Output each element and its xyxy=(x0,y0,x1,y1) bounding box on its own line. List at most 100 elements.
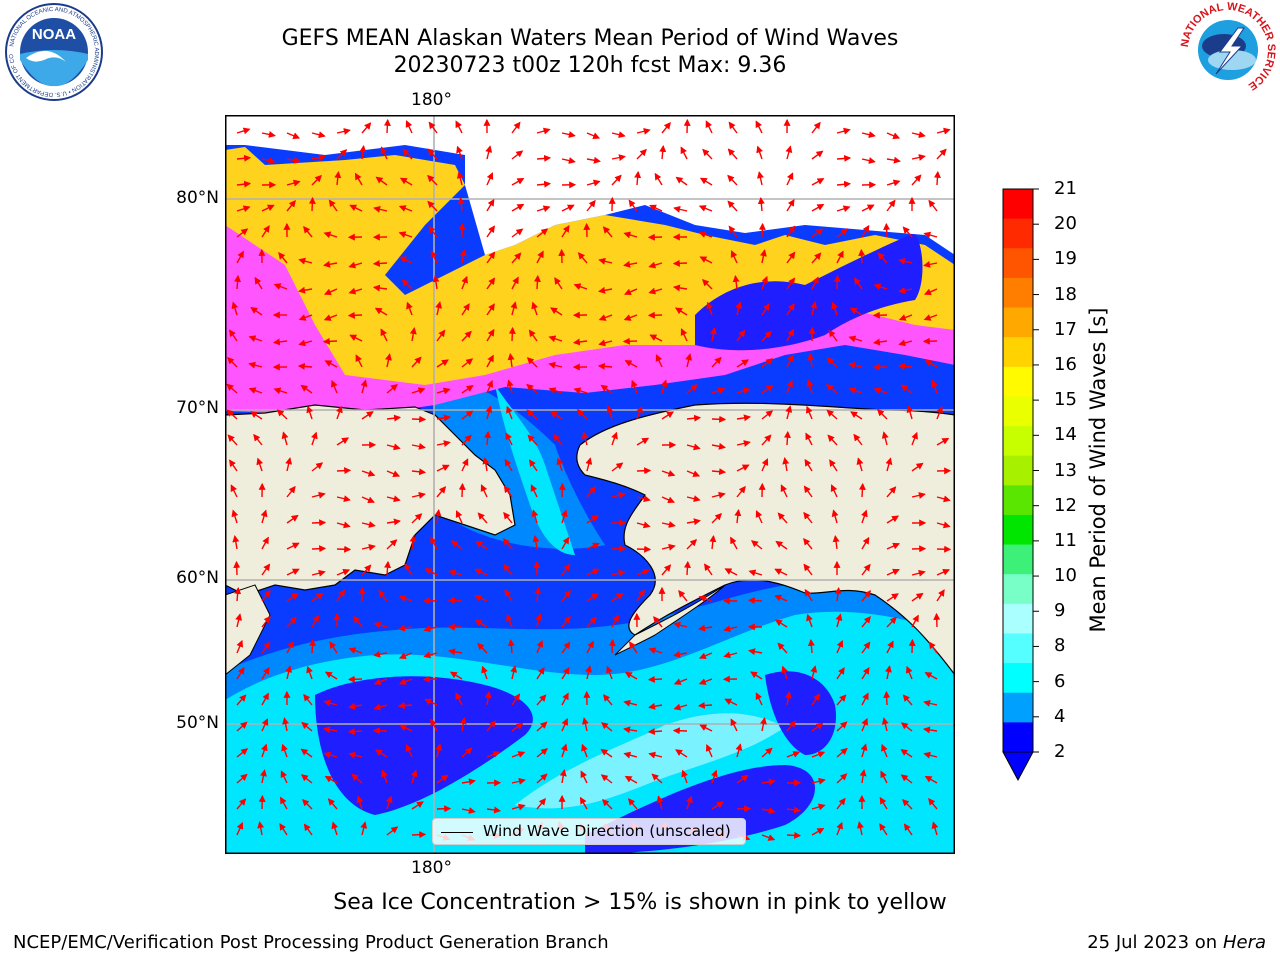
wind-wave-arrow xyxy=(536,773,548,784)
colorbar-title: Mean Period of Wind Waves [s] xyxy=(1086,307,1110,633)
colorbar-bin xyxy=(1003,218,1033,249)
colorbar-bins xyxy=(1003,189,1033,753)
map-frame xyxy=(225,115,955,854)
wind-wave-arrow xyxy=(886,132,901,139)
wind-wave-arrow xyxy=(348,702,363,710)
wind-wave-arrow xyxy=(748,569,763,577)
wind-wave-arrow xyxy=(423,651,438,659)
wind-wave-arrow xyxy=(511,803,526,811)
wind-wave-arrow xyxy=(661,496,675,504)
wind-wave-arrow xyxy=(427,174,438,186)
wind-wave-arrow xyxy=(698,678,713,685)
wind-wave-arrow xyxy=(536,180,552,188)
wind-wave-arrow xyxy=(724,568,738,576)
wind-wave-arrow xyxy=(398,652,413,659)
wind-wave-arrow xyxy=(761,434,772,446)
wind-wave-arrow xyxy=(286,616,297,628)
wind-wave-arrow xyxy=(611,569,626,577)
sea-ice-yellow xyxy=(225,147,955,415)
wind-wave-arrow xyxy=(461,303,470,316)
wind-wave-arrow xyxy=(836,640,844,654)
wind-wave-arrow xyxy=(503,511,513,524)
wind-wave-arrow xyxy=(461,747,473,758)
wind-wave-arrow xyxy=(359,144,367,160)
wind-wave-arrow xyxy=(531,509,539,524)
wind-wave-arrow xyxy=(761,458,769,472)
wind-wave-arrow xyxy=(648,261,663,269)
footer-date: 25 Jul 2023 on Hera xyxy=(1087,932,1266,953)
wind-wave-arrow xyxy=(774,594,788,602)
wind-wave-arrow xyxy=(347,675,363,683)
wind-wave-arrow xyxy=(386,470,401,477)
wind-wave-arrow xyxy=(775,540,788,550)
wind-wave-arrow xyxy=(261,589,271,602)
wind-wave-arrow xyxy=(853,433,863,446)
unmapped-area-polar xyxy=(225,115,955,255)
colorbar-tick-label: 14 xyxy=(1054,424,1077,446)
wind-wave-arrow xyxy=(784,691,792,706)
colorbar-tick-label: 13 xyxy=(1054,459,1077,481)
wind-wave-arrow xyxy=(261,563,271,576)
wind-wave-arrow xyxy=(328,199,338,212)
wind-wave-arrow xyxy=(435,743,443,758)
wind-wave-arrow xyxy=(661,543,676,551)
wind-wave-arrow xyxy=(311,519,327,527)
wind-wave-arrow xyxy=(698,205,713,212)
wind-wave-arrow xyxy=(786,831,802,839)
wind-wave-arrow xyxy=(803,511,813,524)
wind-wave-arrow xyxy=(536,250,544,264)
wind-wave-arrow xyxy=(586,199,596,212)
wind-wave-arrow xyxy=(548,361,563,369)
wind-wave-arrow xyxy=(399,724,413,732)
wind-wave-arrow xyxy=(655,354,663,368)
wind-wave-arrow xyxy=(461,385,474,394)
wind-wave-arrow xyxy=(526,409,538,420)
wind-wave-arrow xyxy=(804,458,813,472)
wind-wave-arrow xyxy=(774,619,788,628)
colorbar-bin xyxy=(1003,248,1033,279)
wind-wave-arrow xyxy=(861,536,870,550)
wind-wave-arrow xyxy=(711,415,727,423)
wind-wave-arrow xyxy=(785,145,793,160)
wind-wave-arrow xyxy=(511,203,525,212)
wind-wave-arrow xyxy=(811,693,821,706)
wind-wave-arrow xyxy=(286,179,301,187)
wind-wave-arrow xyxy=(236,639,243,654)
wind-wave-arrow xyxy=(651,773,663,784)
wind-wave-arrow xyxy=(405,744,413,758)
wind-wave-arrow xyxy=(482,457,490,472)
wind-wave-arrow xyxy=(761,834,776,841)
wind-wave-arrow xyxy=(506,405,513,420)
wind-wave-arrow xyxy=(486,303,495,316)
wind-wave-arrow xyxy=(923,699,938,707)
colorbar-tick-label: 10 xyxy=(1054,565,1077,587)
wind-wave-arrow xyxy=(585,665,592,680)
wind-wave-arrow xyxy=(236,822,244,836)
wind-wave-arrow xyxy=(486,354,494,368)
wind-wave-arrow xyxy=(374,307,388,316)
wind-wave-arrow xyxy=(411,801,424,810)
wind-wave-arrow xyxy=(886,568,900,576)
wind-wave-arrow xyxy=(236,667,245,680)
wind-wave-arrow xyxy=(448,569,463,577)
wind-wave-arrow xyxy=(711,512,723,524)
wind-wave-arrow xyxy=(550,411,563,420)
wind-wave-arrow xyxy=(936,589,945,602)
wind-wave-arrow xyxy=(236,798,247,810)
colorbar-tick-label: 17 xyxy=(1054,318,1077,340)
wind-wave-arrow xyxy=(600,722,613,732)
wind-wave-arrow xyxy=(511,751,526,758)
wind-wave-arrow xyxy=(311,174,322,186)
wind-wave-arrow xyxy=(598,286,613,294)
wind-wave-arrow xyxy=(573,387,588,395)
wind-wave-arrow xyxy=(736,464,750,472)
wind-wave-arrow xyxy=(606,665,613,680)
wind-wave-arrow xyxy=(257,821,265,836)
wave-period-band-bering-strait-cyan xyxy=(495,385,575,555)
wind-wave-arrow xyxy=(711,491,726,499)
wind-wave-arrow xyxy=(636,495,651,503)
wind-wave-arrow xyxy=(298,314,313,321)
wind-wave-arrow xyxy=(750,671,763,680)
sea-ice-note: Sea Ice Concentration > 15% is shown in … xyxy=(333,890,947,915)
wind-wave-arrow xyxy=(386,383,398,394)
